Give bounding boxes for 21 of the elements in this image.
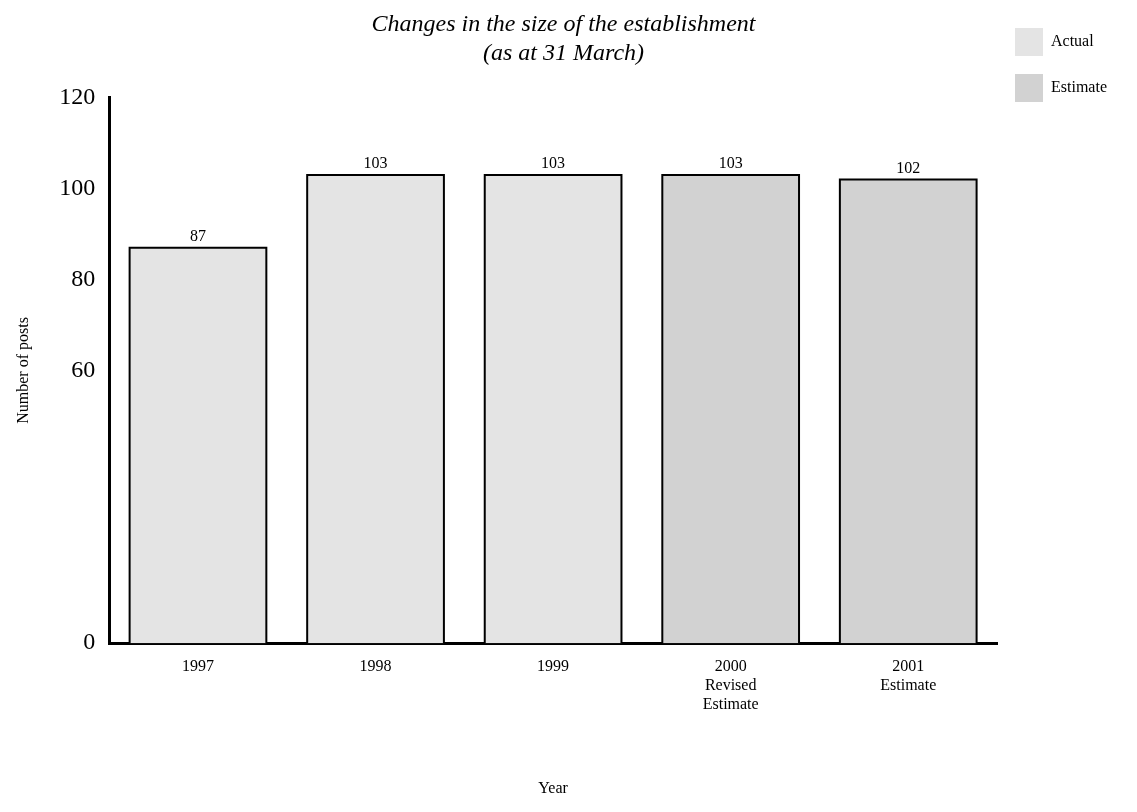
y-axis-title: Number of posts bbox=[13, 317, 32, 424]
x-tick-label: 2000 Revised Estimate bbox=[702, 657, 759, 713]
x-tick-label: 1998 bbox=[359, 657, 392, 674]
y-tick-label: 0 bbox=[83, 628, 96, 655]
data-label: 87 bbox=[189, 226, 206, 244]
x-tick-label: 2001 Estimate bbox=[880, 657, 937, 694]
y-tick-label: 80 bbox=[71, 264, 96, 291]
y-tick-label: 120 bbox=[59, 82, 96, 109]
x-tick-label: 1997 bbox=[181, 657, 214, 674]
y-tick-label: 60 bbox=[71, 355, 96, 382]
y-tick-label: 100 bbox=[59, 173, 96, 200]
data-label: 103 bbox=[718, 154, 743, 172]
chart-subtitle: (as at 31 March) bbox=[482, 38, 645, 65]
data-label: 102 bbox=[896, 158, 921, 176]
x-axis-title: Year bbox=[538, 778, 569, 796]
data-label: 103 bbox=[541, 154, 566, 172]
x-tick-label: 1999 bbox=[537, 657, 570, 674]
legend-label: Estimate bbox=[1051, 78, 1107, 96]
legend-label: Actual bbox=[1051, 32, 1095, 50]
data-label: 103 bbox=[363, 154, 388, 172]
chart-title: Changes in the size of the establishment bbox=[371, 9, 757, 36]
